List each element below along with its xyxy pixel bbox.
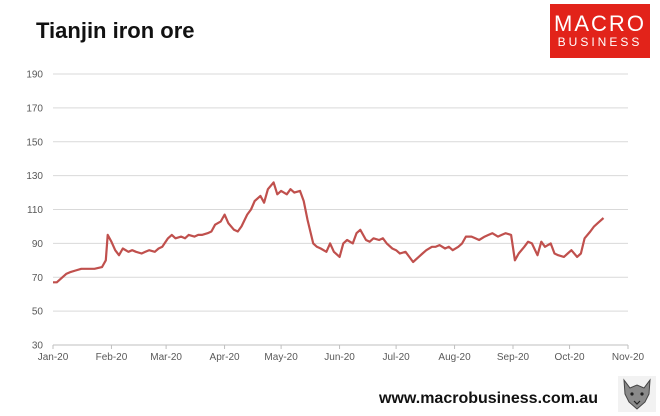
x-tick-label: Jan-20 <box>38 352 69 363</box>
y-tick-label: 150 <box>26 137 43 148</box>
x-tick-label: Jun-20 <box>324 352 355 363</box>
x-tick-label: Sep-20 <box>497 352 530 363</box>
x-tick-label: Feb-20 <box>96 352 128 363</box>
y-tick-label: 190 <box>26 70 43 81</box>
wolf-icon <box>618 376 656 412</box>
x-tick-label: Aug-20 <box>438 352 471 363</box>
footer-url: www.macrobusiness.com.au <box>379 390 599 407</box>
logo-line-1: MACRO <box>554 11 646 36</box>
x-tick-label: Mar-20 <box>150 352 182 363</box>
x-tick-label: May-20 <box>264 352 298 363</box>
y-tick-label: 90 <box>32 239 44 250</box>
x-tick-label: Oct-20 <box>555 352 585 363</box>
macrobusiness-logo: MACRO BUSINESS <box>550 4 650 58</box>
chart-title: Tianjin iron ore <box>36 18 195 43</box>
y-tick-label: 70 <box>32 273 44 284</box>
y-tick-label: 50 <box>32 307 44 318</box>
logo-line-2: BUSINESS <box>557 35 643 49</box>
series-line <box>53 181 605 284</box>
line-chart: 30 50 70 90 110 130 150 170 190 Jan-20 Feb-20 Mar-2… <box>26 70 645 364</box>
x-tick-label: Nov-20 <box>612 352 645 363</box>
y-tick-label: 130 <box>26 171 43 182</box>
x-tick-label: Jul-20 <box>382 352 410 363</box>
y-tick-label: 170 <box>26 103 43 114</box>
y-tick-label: 30 <box>32 341 44 352</box>
x-tick-label: Apr-20 <box>210 352 240 363</box>
y-tick-label: 110 <box>27 205 43 216</box>
